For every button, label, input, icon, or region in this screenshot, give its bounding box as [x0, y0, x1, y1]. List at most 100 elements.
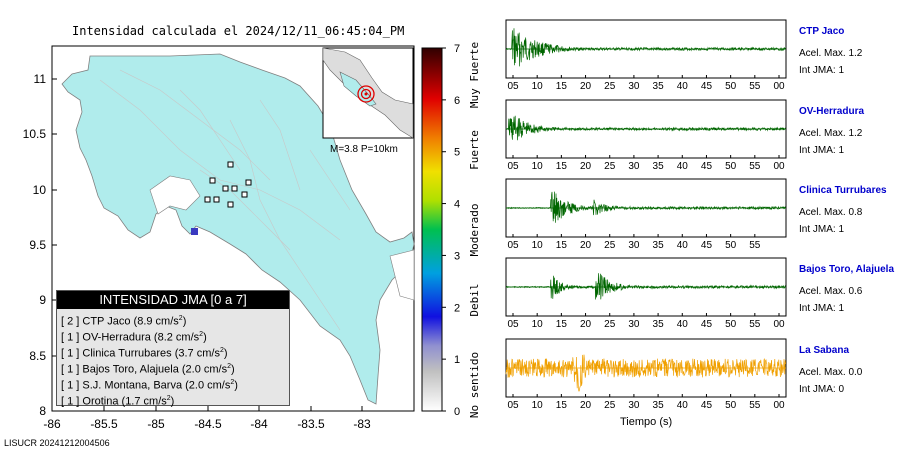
time-tick-label: 55 [749, 81, 761, 92]
seismogram-trace [505, 115, 786, 141]
station-jma-intensity: Int JMA: 1 [799, 303, 845, 314]
time-tick-label: 45 [701, 81, 713, 92]
lon-tick-label: -84.5 [194, 417, 222, 431]
time-tick-label: 40 [677, 240, 689, 251]
time-tick-label: 05 [507, 81, 519, 92]
time-tick-label: 00 [773, 400, 785, 411]
waveform-panel: 05 10 15 20 25 30 35 40 45 50 55 00 [505, 99, 787, 172]
colorbar-category-label: Muy Fuerte [468, 42, 481, 108]
time-tick-label: 15 [556, 161, 568, 172]
lon-tick-label: -83.5 [297, 417, 325, 431]
time-tick-label: 10 [532, 319, 544, 330]
lon-tick-label: -86 [43, 417, 61, 431]
colorbar-ticks: 0 1 2 3 4 5 6 7 [442, 43, 460, 418]
time-axis-label: Tiempo (s) [620, 416, 673, 428]
time-tick-label: 50 [725, 81, 737, 92]
colorbar-categories: No sentido Debil Moderado Fuerte Muy Fuerte [468, 42, 481, 418]
time-tick-label: 10 [532, 81, 544, 92]
time-tick-label: 20 [580, 161, 592, 172]
waveform-panels: 05 10 15 20 25 30 35 40 45 50 55 00 05 10 15 20 25 30 35 40… [505, 19, 787, 411]
station-max-accel: Acel. Max. 0.8 [799, 207, 863, 218]
intensity-colorbar [421, 47, 443, 412]
time-tick-label: 55 [749, 319, 761, 330]
time-tick-label: 25 [604, 400, 616, 411]
lat-tick-label: 9 [39, 293, 46, 307]
lat-tick-label: 8.5 [29, 349, 46, 363]
time-tick-label: 55 [749, 240, 761, 251]
seismogram-trace [505, 354, 786, 392]
inset-epicenter-icon [357, 85, 375, 103]
lat-tick-label: 10 [33, 183, 47, 197]
time-tick-label: 10 [532, 400, 544, 411]
longitude-axis: -86 -85.5 -85 -84.5 -84 -83.5 -83 [43, 406, 371, 431]
road-network [99, 69, 351, 331]
legend-row: [ 1 ] S.J. Montana, Barva (2.0 cm/s2) [61, 379, 238, 392]
seismogram-trace [505, 273, 786, 300]
time-tick-label: 30 [628, 240, 640, 251]
gulf-of-nicoya [149, 175, 201, 215]
time-tick-label: 05 [507, 161, 519, 172]
colorbar-category-label: Moderado [468, 204, 481, 257]
colorbar-tick-label: 1 [454, 354, 460, 366]
colorbar-tick-label: 4 [454, 199, 460, 211]
time-tick-label: 40 [677, 319, 689, 330]
time-tick-label: 30 [628, 400, 640, 411]
inset-map [322, 47, 414, 139]
lat-tick-label: 8 [39, 404, 46, 418]
legend-row: [ 1 ] Clinica Turrubares (3.7 cm/s2) [61, 347, 228, 360]
time-tick-label: 50 [725, 161, 737, 172]
time-tick-label: 15 [556, 240, 568, 251]
colorbar-tick-label: 2 [454, 302, 460, 314]
time-tick-label: 40 [677, 161, 689, 172]
station-markers [204, 161, 252, 208]
legend-row: [ 1 ] OV-Herradura (8.2 cm/s2) [61, 331, 207, 344]
seismogram-trace [505, 191, 786, 223]
time-tick-label: 05 [507, 400, 519, 411]
station-max-accel: Acel. Max. 1.2 [799, 48, 863, 59]
time-tick-label: 55 [749, 161, 761, 172]
lon-tick-label: -83 [353, 417, 371, 431]
time-tick-label: 25 [604, 240, 616, 251]
time-tick-label: 20 [580, 240, 592, 251]
time-tick-label: 30 [628, 319, 640, 330]
station-name: CTP Jaco [799, 26, 845, 37]
time-tick-label: 55 [749, 400, 761, 411]
epicenter-marker [191, 228, 198, 235]
legend-row: [ 2 ] CTP Jaco (8.9 cm/s2) [61, 315, 187, 328]
lon-tick-label: -84 [250, 417, 268, 431]
time-tick-label: 40 [677, 400, 689, 411]
time-tick-label: 25 [604, 319, 616, 330]
station-max-accel: Acel. Max. 0.0 [799, 367, 863, 378]
colorbar-tick-label: 0 [454, 406, 460, 418]
station-jma-intensity: Int JMA: 1 [799, 145, 845, 156]
time-tick-label: 45 [701, 240, 713, 251]
colorbar-category-label: Fuerte [468, 130, 481, 170]
time-tick-label: 25 [604, 81, 616, 92]
waveform-panel: 05 10 15 20 25 30 35 40 45 50 55 00 [505, 19, 787, 92]
colorbar-tick-label: 3 [454, 250, 460, 262]
time-tick-label: 10 [532, 240, 544, 251]
intensity-legend: INTENSIDAD JMA [0 a 7] [ 2 ] CTP Jaco (8… [56, 290, 290, 408]
time-tick-label: 20 [580, 319, 592, 330]
inset-magnitude-label: M=3.8 P=10km [330, 144, 398, 155]
station-jma-intensity: Int JMA: 1 [799, 65, 845, 76]
page-title: Intensidad calculada el 2024/12/11_06:45… [72, 24, 405, 38]
station-name: Clinica Turrubares [799, 185, 887, 196]
station-jma-intensity: Int JMA: 1 [799, 224, 845, 235]
time-tick-label: 00 [773, 81, 785, 92]
time-tick-label: 50 [725, 319, 737, 330]
time-tick-label: 15 [556, 319, 568, 330]
legend-row: [ 1 ] Bajos Toro, Alajuela (2.0 cm/s2) [61, 363, 235, 376]
time-tick-label: 20 [580, 81, 592, 92]
time-tick-label: 05 [507, 319, 519, 330]
time-tick-label: 35 [653, 81, 665, 92]
time-tick-label: 10 [532, 161, 544, 172]
colorbar-tick-label: 7 [454, 43, 460, 55]
time-tick-label: 35 [653, 240, 665, 251]
colorbar-category-label: Debil [468, 283, 481, 316]
station-jma-intensity: Int JMA: 0 [799, 384, 845, 395]
time-tick-label: 35 [653, 400, 665, 411]
lon-tick-label: -85.5 [90, 417, 118, 431]
time-tick-label: 05 [507, 240, 519, 251]
